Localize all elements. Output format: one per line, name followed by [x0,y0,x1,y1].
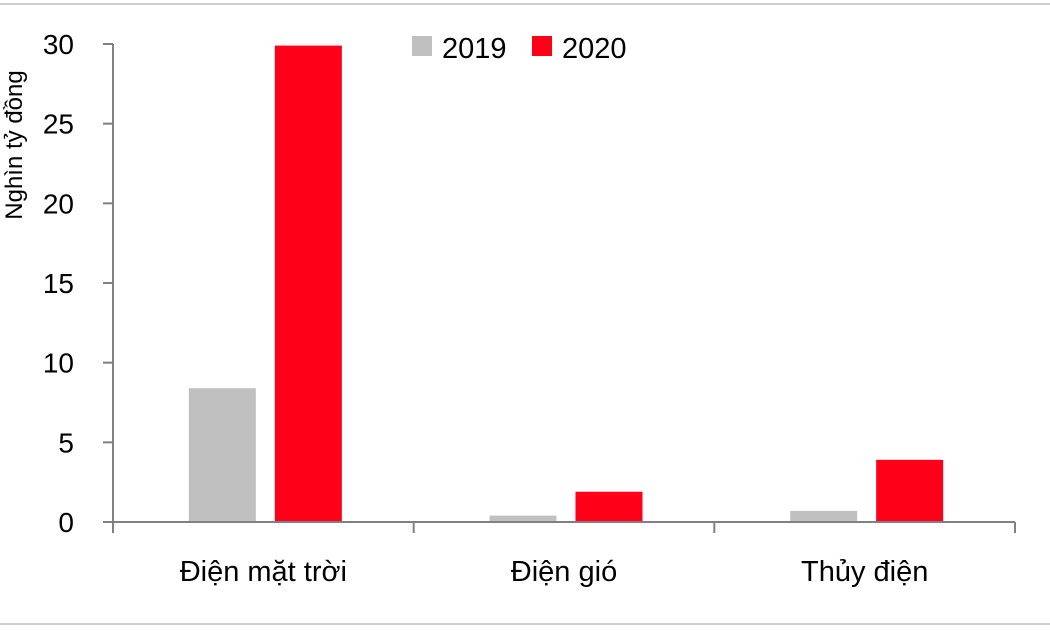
bottom-border [0,623,1050,625]
y-tick-label: 25 [43,109,74,140]
bar-2020-1 [274,45,342,523]
legend-swatch-2020 [532,36,552,56]
x-category-label: Điện gió [511,556,617,588]
bar-2019-1 [188,388,256,522]
bar-2020-2 [575,491,643,522]
y-tick-label: 10 [43,348,74,379]
x-category-label: Thủy điện [801,556,928,588]
x-category-label: Điện mặt trời [180,556,347,588]
legend-swatch-2019 [412,36,432,56]
bar-2019-3 [790,510,858,522]
x-axis-ticks [112,522,1016,533]
bar-2020-3 [876,459,944,522]
y-tick-label: 20 [43,188,74,219]
y-axis-ticks: 0 5 10 15 20 25 30 [43,29,113,538]
bar-series [188,45,944,523]
y-tick-label: 5 [58,427,74,458]
y-tick-label: 0 [58,507,74,538]
x-axis-labels: Điện mặt trời Điện gió Thủy điện [180,556,929,588]
bar-2019-2 [489,515,557,522]
legend-label-2020: 2020 [562,33,627,65]
legend-label-2019: 2019 [442,33,507,65]
y-tick-label: 30 [43,29,74,60]
y-tick-label: 15 [43,268,74,299]
top-border [0,3,1050,5]
legend: 2019 2020 [412,33,627,65]
y-axis-title: Nghìn tỷ đồng [1,70,28,219]
